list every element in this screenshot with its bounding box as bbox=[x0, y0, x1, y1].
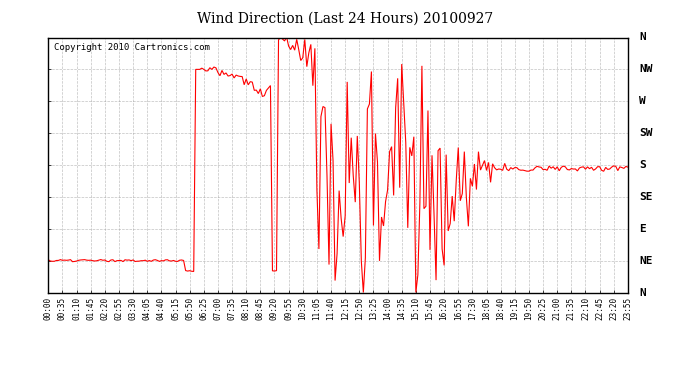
Text: SE: SE bbox=[640, 192, 653, 202]
Text: W: W bbox=[640, 96, 647, 106]
Text: N: N bbox=[640, 33, 647, 42]
Text: E: E bbox=[640, 224, 647, 234]
Text: N: N bbox=[640, 288, 647, 297]
Text: Copyright 2010 Cartronics.com: Copyright 2010 Cartronics.com bbox=[54, 43, 210, 52]
Text: NW: NW bbox=[640, 64, 653, 74]
Text: NE: NE bbox=[640, 256, 653, 266]
Text: Wind Direction (Last 24 Hours) 20100927: Wind Direction (Last 24 Hours) 20100927 bbox=[197, 11, 493, 25]
Text: SW: SW bbox=[640, 128, 653, 138]
Text: S: S bbox=[640, 160, 647, 170]
